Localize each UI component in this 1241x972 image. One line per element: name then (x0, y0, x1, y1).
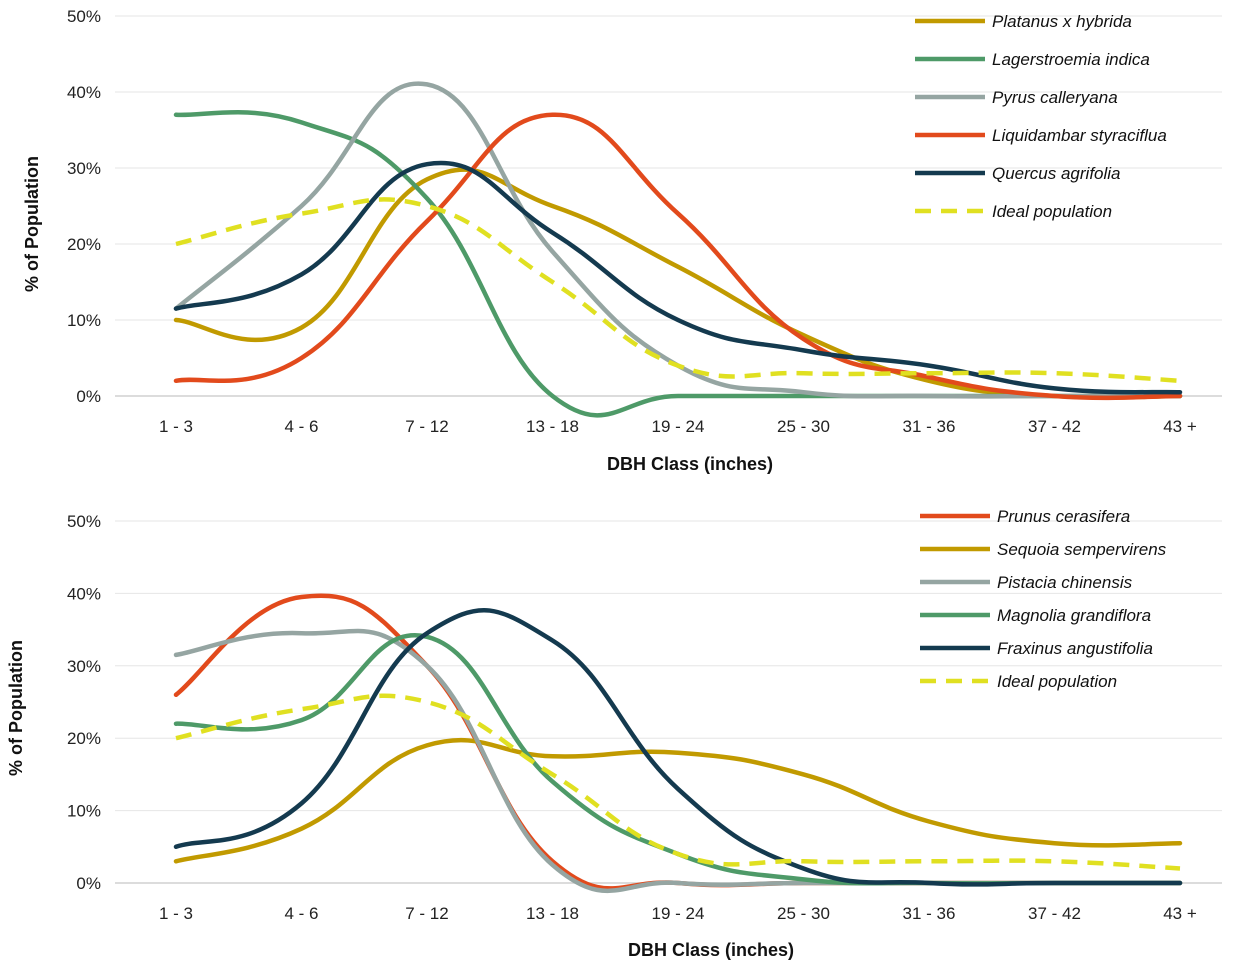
bottom-series-line-fraxinus-angustifolia (173, 608, 1183, 887)
bottom-y-tick-label: 40% (67, 584, 101, 603)
top-chart: 0% 10% 20% 30% 40% 50% 1 - 3 4 - 6 7 - 12 13 - 18… (22, 7, 1222, 474)
top-series-line-ideal-population (175, 197, 1181, 384)
bottom-legend-label-pistacia-chinensis: Pistacia chinensis (997, 573, 1133, 592)
top-x-tick-label: 13 - 18 (526, 417, 579, 436)
top-legend-label-liquidambar-styraciflua: Liquidambar styraciflua (992, 126, 1167, 145)
top-x-tick-label: 43 + (1163, 417, 1197, 436)
bottom-x-axis-title: DBH Class (inches) (628, 940, 794, 960)
top-legend-label-quercus-agrifolia: Quercus agrifolia (992, 164, 1121, 183)
bottom-x-tick-label: 43 + (1163, 904, 1197, 923)
top-x-tick-label: 1 - 3 (159, 417, 193, 436)
bottom-x-tick-label: 37 - 42 (1028, 904, 1081, 923)
bottom-legend-label-prunus-cerasifera: Prunus cerasifera (997, 507, 1130, 526)
top-x-tick-label: 25 - 30 (777, 417, 830, 436)
bottom-x-tick-label: 13 - 18 (526, 904, 579, 923)
bottom-legend-label-sequoia-sempervirens: Sequoia sempervirens (997, 540, 1167, 559)
bottom-x-tick-label: 1 - 3 (159, 904, 193, 923)
top-x-tick-label: 31 - 36 (903, 417, 956, 436)
bottom-series-lines (173, 593, 1183, 893)
top-legend: Platanus x hybrida Lagerstroemia indica Py… (915, 12, 1167, 221)
top-y-tick-label: 30% (67, 159, 101, 178)
top-x-tick-label: 7 - 12 (405, 417, 448, 436)
top-legend-label-lagerstroemia-indica: Lagerstroemia indica (992, 50, 1150, 69)
top-series-line-quercus-agrifolia (173, 160, 1183, 395)
bottom-chart: 0% 10% 20% 30% 40% 50% 1 - 3 4 - 6 7 - 12 13 - 18… (6, 507, 1222, 960)
bottom-y-axis-title: % of Population (6, 640, 26, 776)
top-y-tick-label: 20% (67, 235, 101, 254)
bottom-y-tick-label: 50% (67, 512, 101, 531)
bottom-legend-label-fraxinus-angustifolia: Fraxinus angustifolia (997, 639, 1153, 658)
bottom-x-tick-label: 25 - 30 (777, 904, 830, 923)
top-y-tick-label: 40% (67, 83, 101, 102)
top-y-tick-label: 10% (67, 311, 101, 330)
top-y-tick-label: 0% (76, 387, 101, 406)
top-series-line-liquidambar-styraciflua (173, 112, 1183, 401)
top-y-tick-label: 50% (67, 7, 101, 26)
top-x-axis-title: DBH Class (inches) (607, 454, 773, 474)
top-legend-label-pyrus-calleryana: Pyrus calleryana (992, 88, 1118, 107)
top-y-axis-title: % of Population (22, 156, 42, 292)
bottom-legend: Prunus cerasifera Sequoia sempervirens Pis… (920, 507, 1167, 691)
bottom-y-tick-label: 0% (76, 874, 101, 893)
top-series-line-pyrus-calleryana (173, 81, 1183, 399)
top-x-tick-label: 37 - 42 (1028, 417, 1081, 436)
bottom-legend-label-magnolia-grandiflora: Magnolia grandiflora (997, 606, 1151, 625)
bottom-series-line-ideal-population (175, 693, 1181, 871)
bottom-series-line-sequoia-sempervirens (173, 737, 1183, 864)
bottom-y-tick-label: 30% (67, 657, 101, 676)
bottom-x-tick-label: 31 - 36 (903, 904, 956, 923)
top-legend-label-platanus-x-hybrida: Platanus x hybrida (992, 12, 1132, 31)
bottom-y-tick-label: 10% (67, 802, 101, 821)
bottom-x-tick-label: 7 - 12 (405, 904, 448, 923)
top-series-line-lagerstroemia-indica (173, 109, 1183, 418)
bottom-x-tick-label: 4 - 6 (284, 904, 318, 923)
bottom-legend-label-ideal-population: Ideal population (997, 672, 1117, 691)
bottom-y-tick-label: 20% (67, 729, 101, 748)
bottom-x-tick-label: 19 - 24 (652, 904, 705, 923)
top-x-tick-label: 19 - 24 (652, 417, 705, 436)
top-x-tick-label: 4 - 6 (284, 417, 318, 436)
top-series-lines (173, 81, 1183, 418)
top-legend-label-ideal-population: Ideal population (992, 202, 1112, 221)
